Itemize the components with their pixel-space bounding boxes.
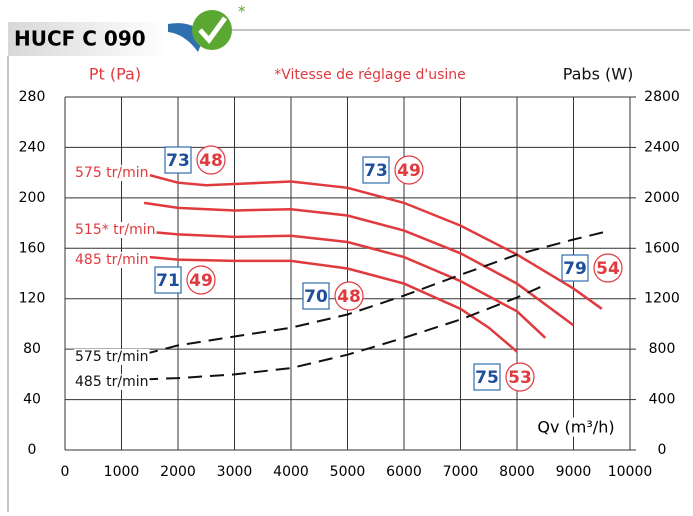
x-tick-label: 2000	[160, 464, 196, 480]
y-tick-label: 280	[19, 89, 46, 105]
x-tick-label: 3000	[217, 464, 253, 480]
annotation-box	[561, 254, 589, 282]
x-tick-label: 8000	[499, 464, 535, 480]
label-background	[74, 165, 150, 181]
x-tick-label: 1000	[104, 464, 140, 480]
annotation-box	[164, 146, 192, 174]
annotation-circle-label: 48	[199, 151, 223, 171]
annotation-box-label: 73	[364, 161, 388, 181]
annotation-box-label: 70	[304, 287, 328, 307]
series-line	[149, 230, 547, 339]
x-tick-label: 7000	[443, 464, 479, 480]
y2-axis-label: Pabs (W)	[563, 65, 634, 84]
annotation-box-label: 79	[563, 259, 587, 279]
y2-tick-label: 1200	[644, 291, 680, 307]
annotation-box-label: 71	[156, 271, 180, 291]
annotation-circle-label: 49	[397, 161, 421, 181]
label-background	[74, 349, 150, 365]
note: *Vitesse de réglage d'usine	[274, 67, 466, 83]
annotation-circle-label: 54	[596, 259, 620, 279]
label-background	[74, 374, 150, 390]
logo-mark: *	[238, 3, 246, 21]
annotation-box	[362, 156, 390, 184]
y2-tick-label: 2400	[644, 139, 680, 155]
y2-tick-label: 2800	[644, 89, 680, 105]
y-tick-label: 80	[23, 341, 41, 357]
x-tick-label: 0	[61, 464, 70, 480]
series-line	[144, 283, 546, 381]
x-tick-label: 9000	[556, 464, 592, 480]
label-background	[74, 222, 157, 238]
y-tick-label: 200	[19, 190, 46, 206]
series-label: 515* tr/min	[75, 222, 156, 238]
x-tick-label: 5000	[330, 464, 366, 480]
annotation-box-label: 73	[166, 151, 190, 171]
x-tick-label: 10000	[608, 464, 653, 480]
series-label: 485 tr/min	[75, 252, 149, 268]
y2-tick-label: 800	[649, 341, 676, 357]
series-label: 485 tr/min	[75, 374, 149, 390]
y-tick-label: 240	[19, 139, 46, 155]
y-tick-label: 120	[19, 291, 46, 307]
annotation-circle	[505, 362, 535, 392]
annotation-box-label: 75	[475, 368, 499, 388]
annotation-circle-label: 49	[189, 271, 213, 291]
x-tick-label: 4000	[273, 464, 309, 480]
annotation-circle	[196, 145, 226, 175]
chart-title: HUCF C 090	[14, 27, 146, 51]
annotation-circle	[394, 155, 424, 185]
annotation-circle	[593, 253, 623, 283]
annotation-box	[473, 363, 501, 391]
annotation-circle-label: 53	[508, 368, 532, 388]
annotation-circle	[186, 265, 216, 295]
series-label: 575 tr/min	[75, 165, 149, 181]
label-background	[535, 417, 617, 437]
y-axis-label: Pt (Pa)	[89, 65, 141, 84]
y2-tick-label: 400	[649, 392, 676, 408]
annotation-box	[154, 266, 182, 294]
annotation-circle-label: 48	[337, 287, 361, 307]
y2-tick-label: 1600	[644, 240, 680, 256]
y2-tick-label: 2000	[644, 190, 680, 206]
label-background	[74, 252, 150, 268]
annotation-circle	[334, 281, 364, 311]
series-line	[143, 201, 575, 327]
series-line	[149, 255, 518, 353]
title-background	[8, 22, 168, 56]
x-axis-label: Qv (m³/h)	[537, 418, 614, 437]
y-tick-label: 40	[23, 392, 41, 408]
x-tick-label: 6000	[386, 464, 422, 480]
y-tick-label: 160	[19, 240, 46, 256]
annotation-box	[302, 282, 330, 310]
y-tick-label: 0	[28, 442, 37, 458]
logo	[168, 10, 232, 52]
y2-tick-label: 0	[658, 442, 667, 458]
series-line	[149, 173, 603, 310]
series-label: 575 tr/min	[75, 349, 149, 365]
